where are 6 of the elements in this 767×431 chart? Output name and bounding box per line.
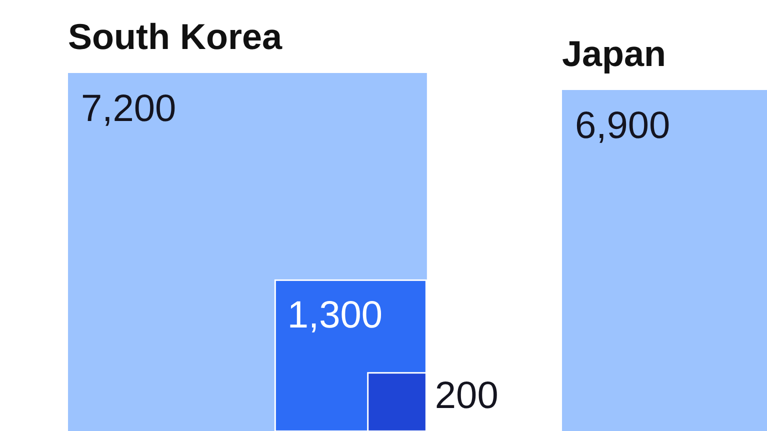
data-label: 200	[434, 375, 498, 418]
data-label: 6,900	[575, 105, 670, 147]
data-label: 7,200	[81, 88, 176, 130]
data-label: 1,300	[287, 294, 383, 336]
text: South Korea	[68, 16, 282, 57]
text: Japan	[562, 33, 666, 74]
